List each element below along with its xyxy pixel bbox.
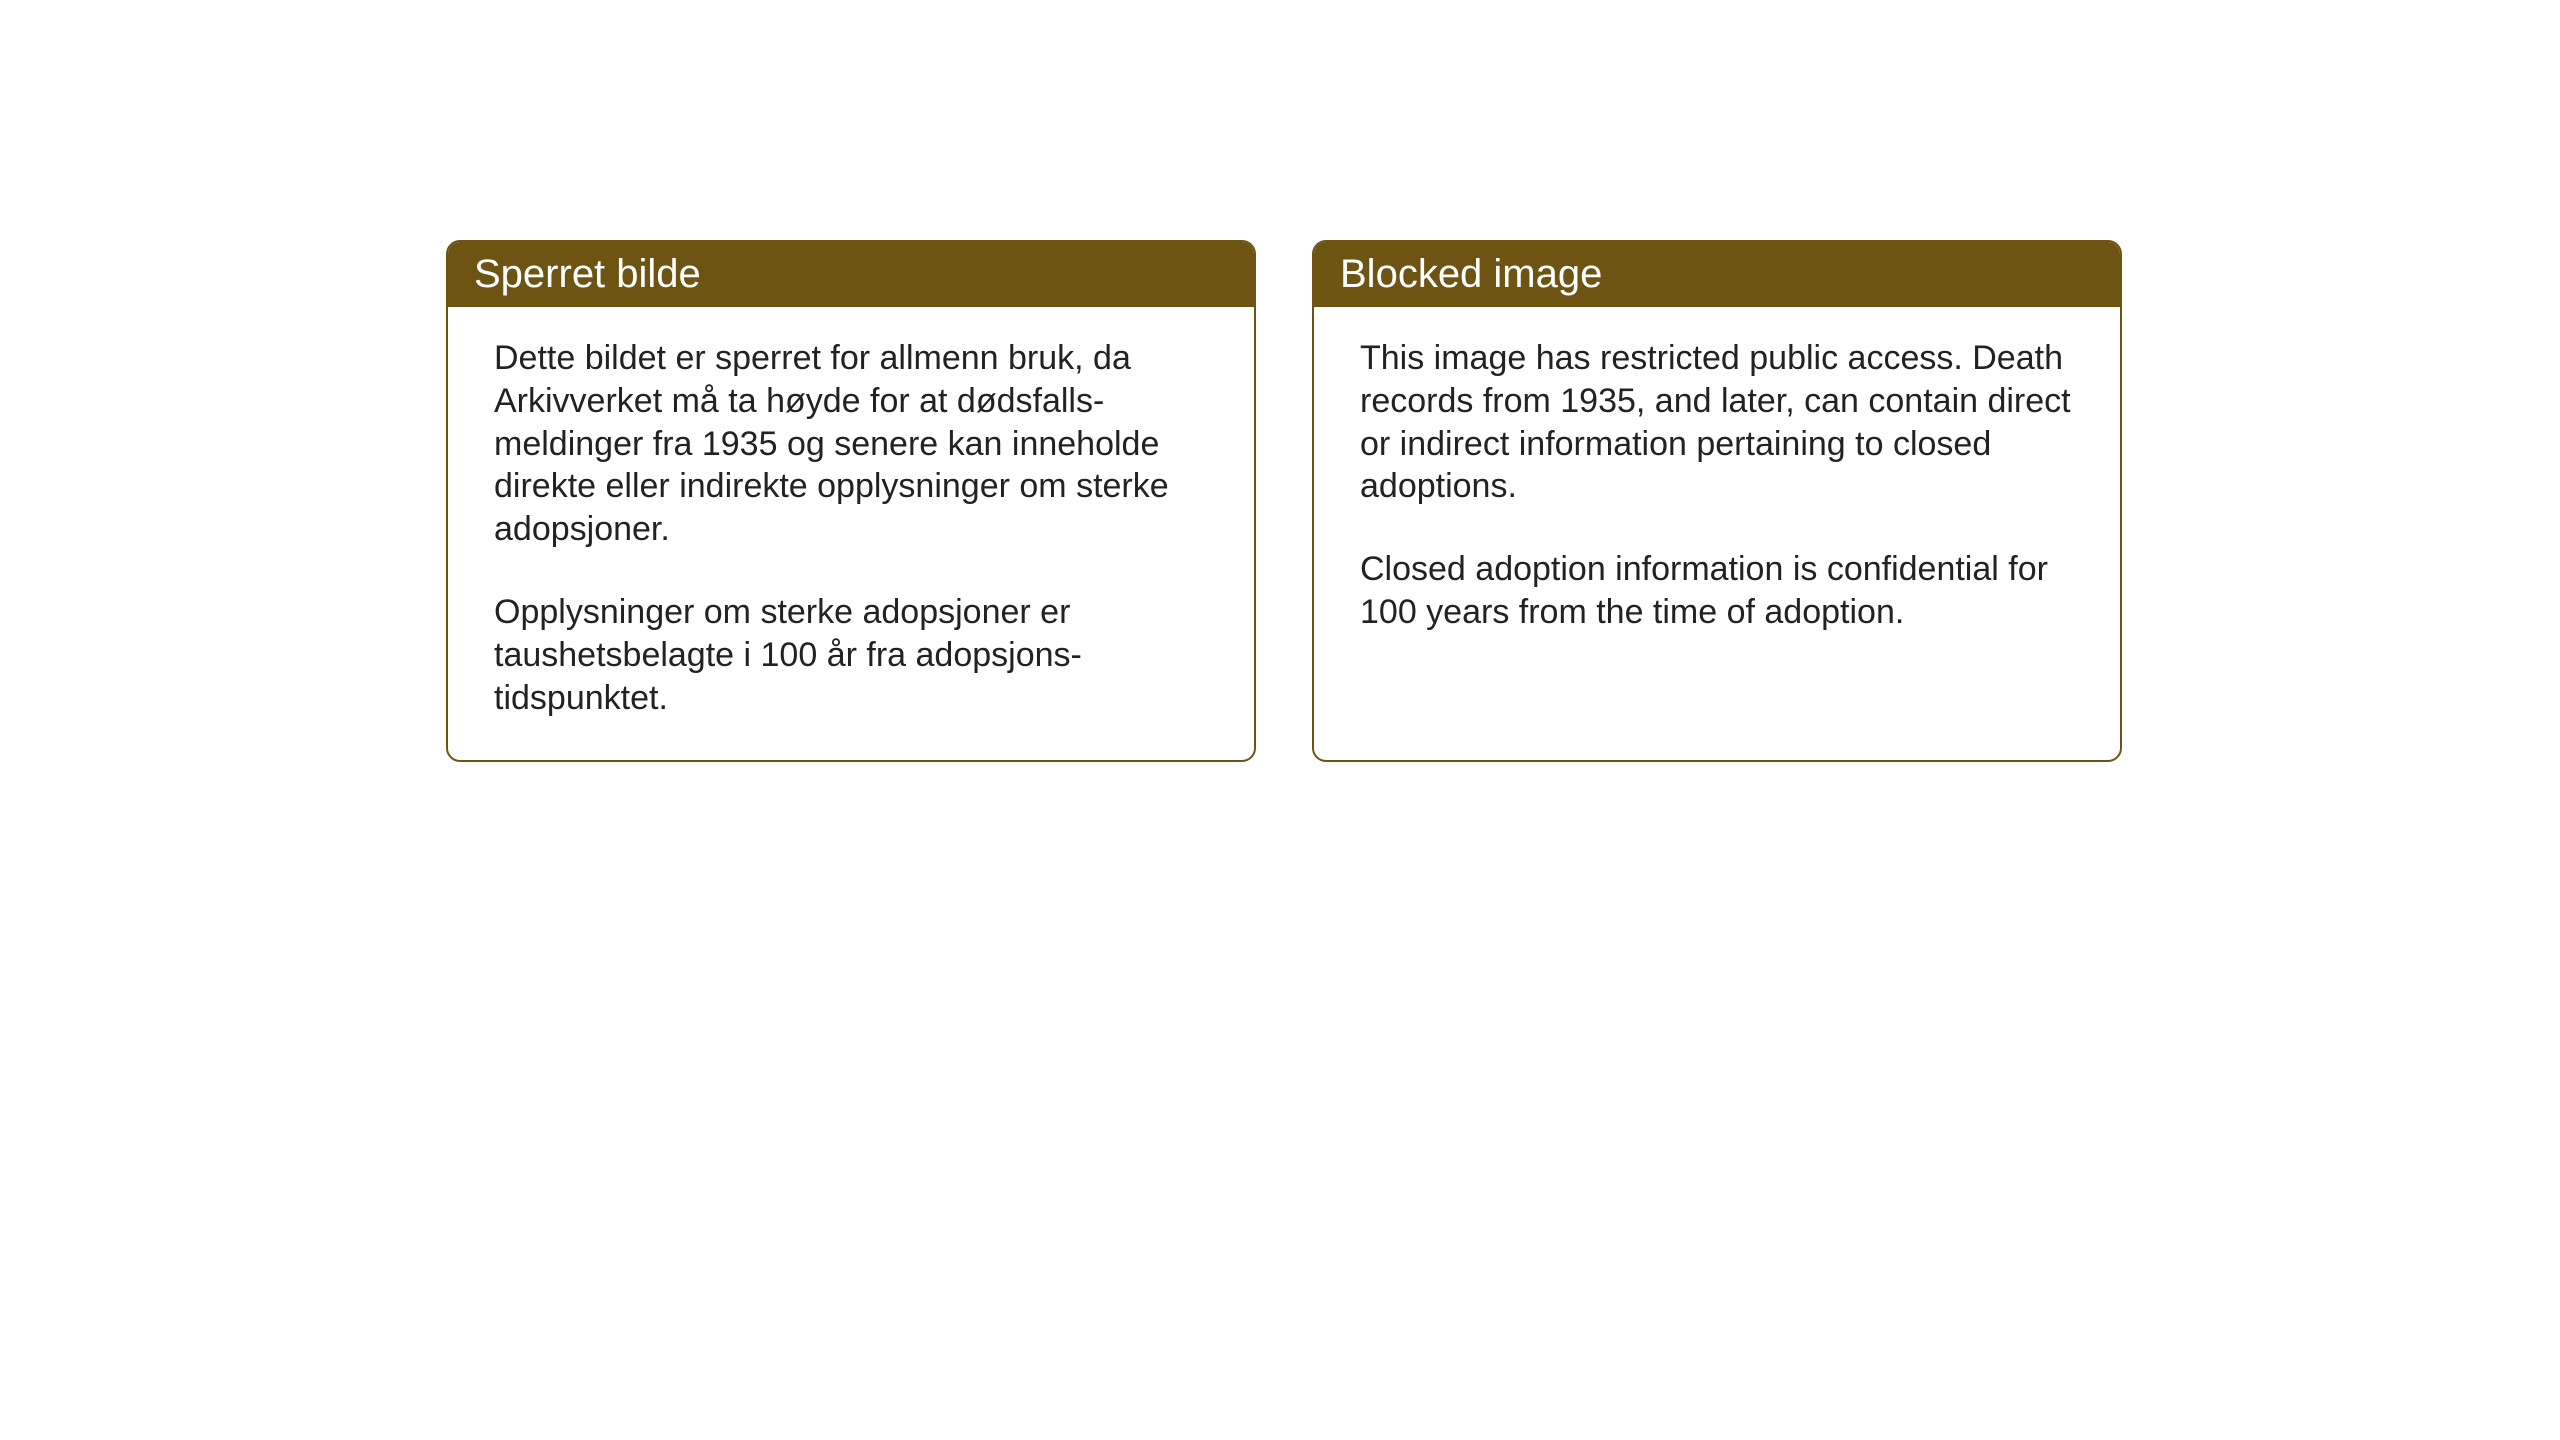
english-paragraph-2: Closed adoption information is confident… xyxy=(1360,548,2074,634)
english-card-body: This image has restricted public access.… xyxy=(1314,307,2120,727)
english-card-title: Blocked image xyxy=(1314,242,2120,307)
norwegian-paragraph-1: Dette bildet er sperret for allmenn bruk… xyxy=(494,337,1208,551)
norwegian-notice-card: Sperret bilde Dette bildet er sperret fo… xyxy=(446,240,1256,762)
english-notice-card: Blocked image This image has restricted … xyxy=(1312,240,2122,762)
norwegian-card-body: Dette bildet er sperret for allmenn bruk… xyxy=(448,307,1254,760)
norwegian-card-title: Sperret bilde xyxy=(448,242,1254,307)
notice-cards-container: Sperret bilde Dette bildet er sperret fo… xyxy=(446,240,2122,762)
english-paragraph-1: This image has restricted public access.… xyxy=(1360,337,2074,508)
norwegian-paragraph-2: Opplysninger om sterke adopsjoner er tau… xyxy=(494,591,1208,719)
